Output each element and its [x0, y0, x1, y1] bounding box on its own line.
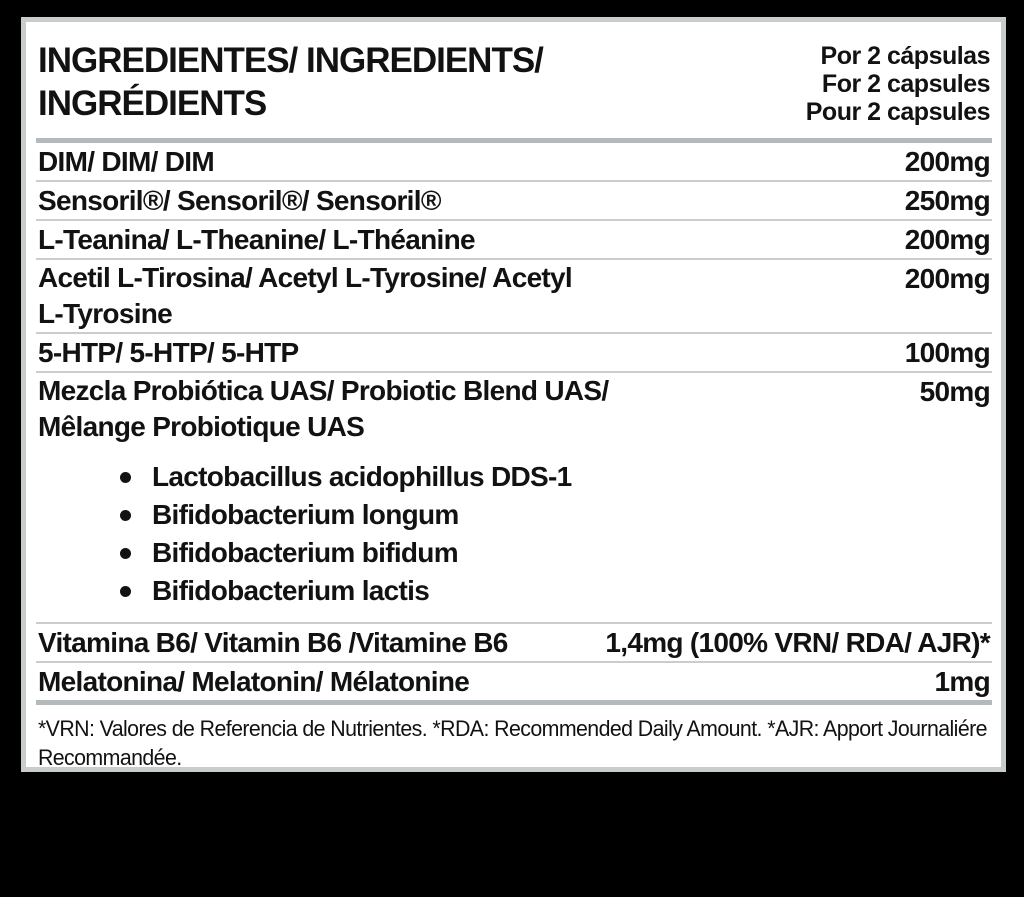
ingredient-row-5htp: 5-HTP/ 5-HTP/ 5-HTP 100mg	[36, 334, 992, 371]
ingredient-name: L-Teanina/ L-Theanine/ L-Théanine	[38, 221, 476, 258]
ingredient-name: Sensoril®/ Sensoril®/ Sensoril®	[38, 182, 441, 219]
ingredients-panel: INGREDIENTES/ INGREDIENTS/ INGRÉDIENTS P…	[21, 17, 1006, 772]
ingredient-amount: 1mg	[934, 666, 991, 697]
probiotic-strain-item: Lactobacillus acidophillus DDS-1	[120, 458, 992, 496]
ingredient-name-line: DIM/ DIM/ DIM	[38, 146, 215, 177]
ingredient-name: DIM/ DIM/ DIM	[38, 143, 215, 180]
ingredient-amount: 200mg	[904, 146, 991, 177]
divider-thick	[36, 138, 992, 143]
ingredients-title: INGREDIENTES/ INGREDIENTS/ INGRÉDIENTS	[38, 39, 544, 125]
ingredient-name-line: Acetil L-Tirosina/ Acetyl L-Tyrosine/ Ac…	[38, 262, 573, 293]
ingredient-row-theanine: L-Teanina/ L-Theanine/ L-Théanine 200mg	[36, 221, 992, 258]
ingredient-name-line: 5-HTP/ 5-HTP/ 5-HTP	[38, 337, 299, 368]
ingredient-row-vitamin-b6: Vitamina B6/ Vitamin B6 /Vitamine B6 1,4…	[36, 624, 992, 661]
ingredient-amount: 200mg	[904, 224, 991, 255]
probiotic-strain-label: Bifidobacterium longum	[152, 499, 459, 530]
divider-thin	[36, 180, 992, 182]
ingredient-row-dim: DIM/ DIM/ DIM 200mg	[36, 143, 992, 180]
ingredient-amount: 200mg	[904, 263, 991, 294]
ingredient-name-line: Mezcla Probiótica UAS/ Probiotic Blend U…	[38, 375, 609, 406]
ingredient-name: Melatonina/ Melatonin/ Mélatonine	[38, 663, 470, 700]
footnote-line: Recommandée.	[37, 745, 182, 770]
probiotic-strain-item: Bifidobacterium bifidum	[120, 534, 992, 572]
divider-thin	[36, 219, 992, 221]
ingredient-name-line: L-Tyrosine	[38, 298, 173, 329]
probiotic-strain-item: Bifidobacterium lactis	[120, 572, 992, 610]
ingredient-row-melatonin: Melatonina/ Melatonin/ Mélatonine 1mg	[36, 663, 992, 700]
probiotic-strain-label: Bifidobacterium lactis	[152, 575, 430, 606]
serving-size: Por 2 cápsulas For 2 capsules Pour 2 cap…	[805, 39, 991, 126]
ingredient-name-line: Sensoril®/ Sensoril®/ Sensoril®	[38, 185, 441, 216]
divider-thin	[36, 371, 992, 373]
ingredient-name: Acetil L-Tirosina/ Acetyl L-Tyrosine/ Ac…	[38, 260, 573, 332]
probiotic-strain-label: Lactobacillus acidophillus DDS-1	[152, 461, 572, 492]
ingredient-row-tyrosine: Acetil L-Tirosina/ Acetyl L-Tyrosine/ Ac…	[36, 260, 992, 332]
serving-size-line: For 2 capsules	[821, 70, 991, 98]
bullet-icon	[120, 585, 131, 597]
ingredient-name-line: Mêlange Probiotique UAS	[38, 411, 365, 442]
ingredient-amount: 100mg	[904, 337, 991, 368]
probiotic-strain-list: Lactobacillus acidophillus DDS-1 Bifidob…	[36, 445, 992, 622]
bullet-icon	[120, 471, 131, 483]
bullet-icon	[120, 547, 131, 559]
panel-header: INGREDIENTES/ INGREDIENTS/ INGRÉDIENTS P…	[36, 22, 992, 138]
bullet-icon	[120, 509, 131, 521]
ingredient-amount: 1,4mg (100% VRN/ RDA/ AJR)*	[605, 627, 990, 658]
ingredient-name-line: Melatonina/ Melatonin/ Mélatonine	[38, 666, 470, 697]
ingredients-title-line: INGREDIENTES/ INGREDIENTS/	[38, 41, 544, 80]
divider-thick	[36, 700, 992, 705]
probiotic-strain-label: Bifidobacterium bifidum	[152, 537, 459, 568]
serving-size-line: Por 2 cápsulas	[820, 42, 991, 70]
divider-thin	[36, 258, 992, 260]
divider-thin	[36, 661, 992, 663]
ingredient-name: Vitamina B6/ Vitamin B6 /Vitamine B6	[38, 624, 508, 661]
ingredient-row-probiotic-blend: Mezcla Probiótica UAS/ Probiotic Blend U…	[36, 373, 992, 445]
ingredient-name-line: Vitamina B6/ Vitamin B6 /Vitamine B6	[38, 627, 508, 658]
ingredient-amount: 250mg	[904, 185, 991, 216]
footnote-line: *VRN: Valores de Referencia de Nutriente…	[37, 716, 988, 741]
ingredient-name: Mezcla Probiótica UAS/ Probiotic Blend U…	[38, 373, 609, 445]
ingredient-name-line: L-Teanina/ L-Theanine/ L-Théanine	[38, 224, 476, 255]
ingredient-amount: 50mg	[919, 376, 991, 407]
reference-values-footnote: *VRN: Valores de Referencia de Nutriente…	[36, 705, 988, 772]
divider-thin	[36, 622, 992, 624]
ingredient-row-sensoril: Sensoril®/ Sensoril®/ Sensoril® 250mg	[36, 182, 992, 219]
probiotic-strain-item: Bifidobacterium longum	[120, 496, 992, 534]
ingredients-title-line: INGRÉDIENTS	[38, 84, 267, 123]
ingredient-name: 5-HTP/ 5-HTP/ 5-HTP	[38, 334, 299, 371]
divider-thin	[36, 332, 992, 334]
serving-size-line: Pour 2 capsules	[805, 98, 991, 126]
